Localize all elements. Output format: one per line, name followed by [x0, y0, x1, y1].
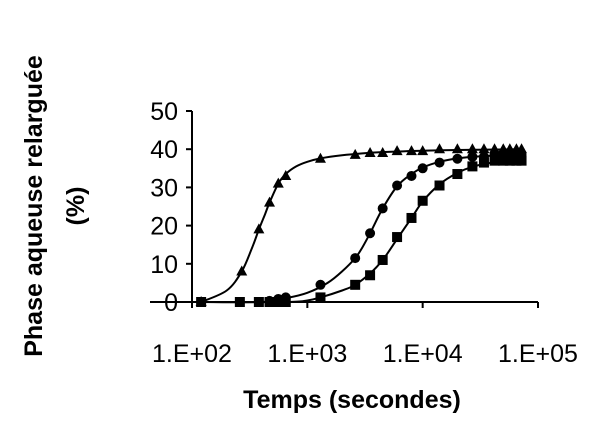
data-point-square [350, 279, 361, 290]
y-axis-title-line2: (%) [62, 187, 90, 226]
data-point-triangle [405, 145, 417, 156]
data-point-square [434, 180, 445, 191]
data-point-square [516, 155, 527, 166]
data-point-triangle [314, 152, 326, 163]
data-point-circle [467, 151, 478, 162]
data-point-circle [417, 163, 428, 174]
data-point-triangle [478, 143, 490, 154]
plot-frame [150, 111, 538, 303]
data-point-square [489, 155, 500, 166]
data-point-triangle [434, 143, 446, 154]
data-point-square [315, 292, 326, 303]
data-point-square [264, 297, 275, 307]
data-point-triangle [417, 145, 429, 156]
x-tick-label: 1.E+02 [152, 340, 232, 368]
data-point-triangle [264, 196, 276, 207]
data-point-square [196, 297, 207, 307]
data-point-square [234, 297, 245, 307]
x-tick-label: 1.E+05 [498, 340, 578, 368]
data-point-triangle [349, 148, 361, 159]
x-tick-label: 1.E+04 [383, 340, 463, 368]
y-tick-label: 30 [150, 174, 178, 202]
data-point-triangle [236, 265, 248, 276]
x-axis-title: Temps (secondes) [243, 386, 461, 414]
data-point-circle [406, 170, 417, 181]
data-point-circle [315, 279, 326, 290]
data-point-square [498, 155, 509, 166]
data-point-square [417, 195, 428, 206]
y-tick-label: 50 [150, 98, 178, 126]
data-point-triangle [377, 147, 389, 158]
data-point-square [452, 169, 463, 180]
data-point-triangle [364, 147, 376, 158]
fit-curve-triangle [200, 148, 522, 303]
data-point-square [478, 157, 489, 168]
y-tick-label: 0 [164, 289, 178, 317]
data-point-square [253, 297, 264, 307]
data-point-triangle [466, 143, 478, 154]
data-point-triangle [391, 145, 403, 156]
data-markers [195, 143, 528, 307]
x-tick-label: 1.E+03 [267, 340, 347, 368]
y-axis-title-line1: Phase aqueuse relarguée [20, 55, 48, 357]
data-point-square [392, 232, 403, 243]
y-tick-label: 40 [150, 136, 178, 164]
data-point-triangle [489, 143, 501, 154]
data-point-square [273, 297, 284, 307]
y-axis-title: Phase aqueuse relarguée (%) [20, 55, 90, 357]
x-axis-ticks: 1.E+02 1.E+03 1.E+04 1.E+05 [152, 302, 578, 368]
data-point-triangle [451, 143, 463, 154]
data-point-triangle [280, 169, 292, 180]
data-point-circle [350, 253, 361, 264]
data-point-square [280, 297, 291, 307]
data-point-triangle [272, 177, 284, 188]
data-point-circle [365, 228, 376, 239]
data-point-square [377, 254, 388, 265]
data-point-square [467, 161, 478, 172]
data-point-circle [377, 203, 388, 214]
y-tick-label: 10 [150, 251, 178, 279]
fit-curve-square [201, 159, 522, 304]
data-point-square [406, 212, 417, 223]
y-tick-label: 20 [150, 213, 178, 241]
data-point-square [504, 155, 515, 166]
data-point-square [511, 155, 522, 166]
data-point-circle [434, 157, 445, 168]
fit-curves [200, 148, 522, 304]
data-point-square [365, 270, 376, 281]
data-point-circle [452, 153, 463, 164]
data-point-triangle [253, 223, 265, 234]
y-axis-ticks: 0 10 20 30 40 50 [150, 98, 192, 317]
data-point-circle [392, 180, 403, 191]
